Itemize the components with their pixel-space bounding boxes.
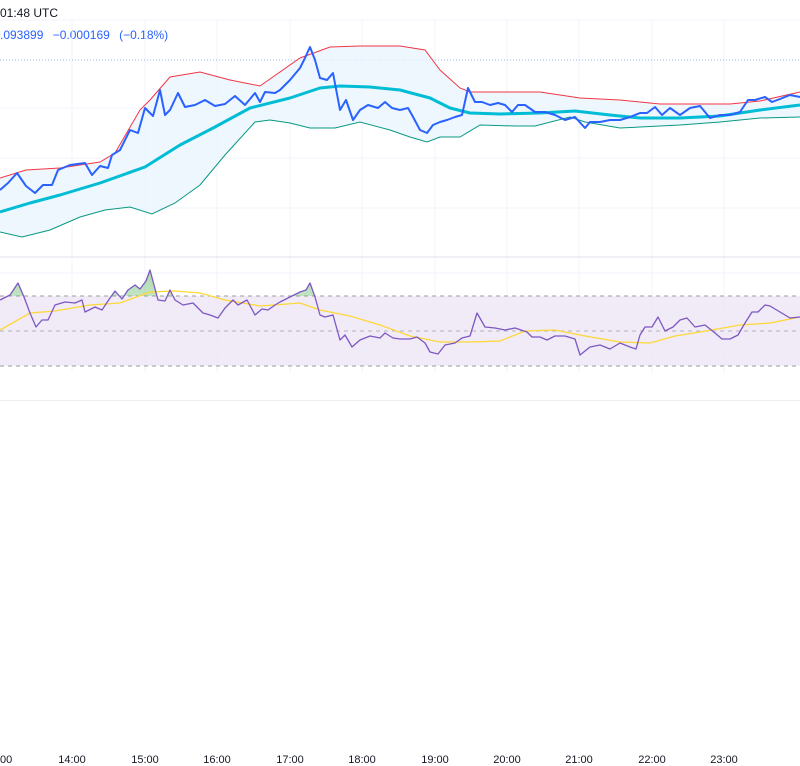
- time-label: 18:00: [348, 754, 376, 766]
- time-label: 22:00: [638, 754, 666, 766]
- lower-band-line: [0, 116, 800, 238]
- rsi-panel[interactable]: [0, 269, 800, 367]
- time-label: 15:00: [131, 754, 159, 766]
- time-label: 21:00: [565, 754, 593, 766]
- rsi-ma-line: [0, 290, 800, 344]
- time-label: 00: [0, 754, 13, 766]
- time-label: 20:00: [493, 754, 521, 766]
- time-label: 19:00: [421, 754, 449, 766]
- time-label: 16:00: [203, 754, 231, 766]
- time-axis[interactable]: 00 14:00 15:00 16:00 17:00 18:00 19:00 2…: [0, 372, 800, 766]
- upper-band-line: [0, 45, 800, 179]
- legend-time: 01:48 UTC: [0, 6, 59, 20]
- legend-values: .093899 −0.000169 (−0.18%): [0, 28, 174, 42]
- time-label: 17:00: [276, 754, 304, 766]
- time-label: 14:00: [58, 754, 86, 766]
- time-label: 23:00: [710, 754, 738, 766]
- chart-canvas[interactable]: [0, 0, 800, 372]
- legend-price: .093899: [0, 28, 44, 42]
- bollinger-band-fill: [0, 46, 800, 237]
- legend-change: −0.000169: [52, 28, 110, 42]
- price-line: [0, 46, 800, 194]
- rsi-line: [0, 269, 800, 356]
- price-panel[interactable]: [0, 45, 800, 238]
- legend-change-pct: (−0.18%): [119, 28, 169, 42]
- basis-line: [0, 84, 800, 214]
